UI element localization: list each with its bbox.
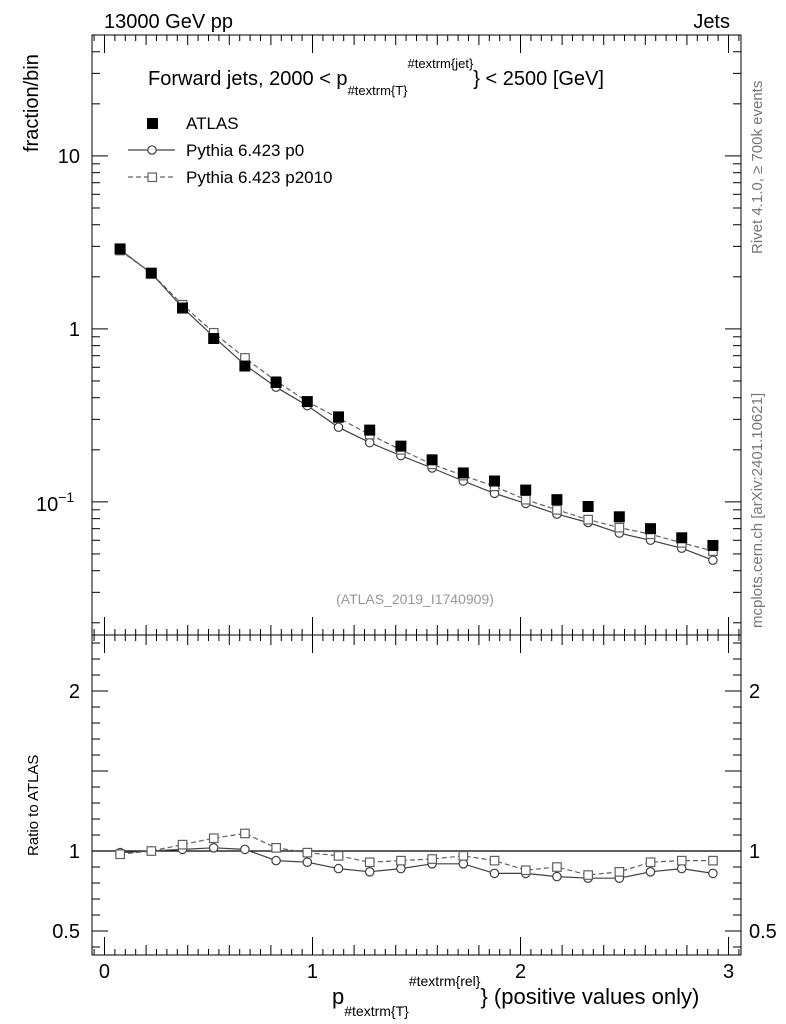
data-point-p2010 — [614, 522, 625, 533]
ratio-ylabel: Ratio to ATLAS — [25, 755, 42, 856]
ratio-y-ticks: 2 2 1 1 0.5 0.5 — [52, 642, 777, 948]
data-point-p0 — [676, 863, 687, 874]
legend-p2010-marker — [147, 172, 158, 183]
data-point-p2010 — [208, 833, 219, 844]
data-point-p0 — [396, 863, 406, 874]
data-point-atlas — [707, 539, 719, 551]
series-line-pythia-6-423-p2010 — [120, 832, 713, 876]
data-point-atlas — [239, 360, 251, 372]
data-point-p0 — [240, 844, 250, 855]
data-point-atlas — [676, 532, 688, 544]
data-point-p0 — [708, 868, 718, 879]
ratio-y-tick-label-left: 1 — [69, 841, 80, 863]
data-point-p0 — [552, 871, 562, 882]
data-point-atlas — [270, 376, 282, 388]
data-point-p0 — [302, 857, 313, 867]
main-y-tick-label: 10−1 — [36, 489, 74, 516]
data-point-p2010 — [333, 850, 344, 861]
ratio-y-tick-label-left: 0.5 — [52, 921, 80, 943]
data-point-p2010 — [645, 857, 656, 868]
data-point-p2010 — [708, 855, 718, 866]
x-axis-label: p#textrm{T}#textrm{rel}} (positive value… — [332, 973, 699, 1019]
header-left: 13000 GeV pp — [104, 11, 233, 33]
x-tick-label: 1 — [307, 961, 318, 983]
x-tick-label: 2 — [515, 961, 526, 983]
data-point-p0 — [458, 858, 469, 869]
series-line-pythia-6-423-p2010 — [119, 250, 714, 552]
data-point-p2010 — [364, 857, 375, 868]
data-point-p2010 — [552, 504, 562, 515]
data-point-p2010 — [302, 847, 313, 858]
source-label: mcplots.cern.ch [arXiv:2401.10621] — [749, 393, 766, 628]
main-y-tick-label: 1 — [69, 319, 80, 341]
data-point-p2010 — [520, 865, 531, 876]
data-point-p2010 — [240, 828, 250, 839]
data-point-p2010 — [676, 855, 687, 866]
data-point-p0 — [708, 555, 718, 566]
ratio-y-tick-label-left: 2 — [69, 681, 80, 703]
data-point-p2010 — [146, 846, 157, 856]
data-point-atlas — [332, 411, 344, 423]
legend: ATLAS Pythia 6.423 p0 Pythia 6.423 p2010 — [128, 114, 333, 187]
data-point-p0 — [271, 855, 281, 866]
data-point-atlas — [114, 243, 126, 255]
data-point-atlas — [457, 467, 469, 479]
x-tick-label: 3 — [723, 961, 734, 983]
legend-atlas-marker — [147, 118, 158, 129]
data-point-p2010 — [520, 494, 531, 505]
data-point-p0 — [364, 437, 375, 448]
data-point-p2010 — [552, 862, 562, 872]
data-point-atlas — [426, 454, 438, 466]
main-y-tick-label: 10 — [58, 146, 80, 168]
data-point-p0 — [645, 866, 656, 877]
main-y-ticks: 10 1 10−1 — [36, 34, 741, 624]
data-point-p0 — [333, 422, 344, 433]
header-right: Jets — [693, 11, 730, 33]
data-point-atlas — [395, 440, 407, 452]
data-point-p2010 — [614, 866, 625, 877]
data-point-p0 — [208, 842, 219, 853]
data-point-p0 — [489, 868, 500, 879]
data-point-atlas — [551, 494, 563, 506]
data-point-atlas — [520, 484, 532, 496]
x-tick-label: 0 — [99, 961, 110, 983]
main-series — [114, 243, 719, 566]
data-point-p2010 — [427, 854, 438, 864]
data-point-p0 — [364, 866, 375, 877]
series-line-pythia-6-423-p0 — [120, 847, 713, 879]
ratio-panel-frame — [91, 634, 742, 956]
data-point-p2010 — [177, 839, 188, 850]
events-label: Rivet 4.1.0, ≥ 700k events — [749, 81, 766, 254]
ratio-y-tick-label-right: 0.5 — [749, 921, 777, 943]
data-point-p2010 — [396, 855, 406, 866]
data-point-atlas — [301, 396, 313, 408]
main-title: Forward jets, 2000 < p#textrm{T}#textrm{… — [148, 56, 604, 98]
ratio-y-tick-label-right: 1 — [749, 841, 760, 863]
data-point-atlas — [489, 475, 501, 487]
x-ticks: 0 1 2 3 — [93, 35, 740, 983]
ratio-series — [115, 828, 718, 883]
data-point-p2010 — [271, 842, 281, 853]
data-point-atlas — [208, 332, 220, 344]
data-point-atlas — [645, 523, 657, 535]
main-ylabel: fraction/bin — [21, 54, 43, 152]
ratio-y-tick-label-right: 2 — [749, 681, 760, 703]
legend-p0-label: Pythia 6.423 p0 — [186, 141, 304, 160]
data-point-p2010 — [489, 855, 500, 866]
data-point-p2010 — [115, 849, 125, 860]
legend-atlas-label: ATLAS — [186, 114, 239, 133]
legend-p0-marker — [147, 145, 157, 155]
data-point-p2010 — [458, 850, 469, 861]
analysis-watermark: (ATLAS_2019_I1740909) — [336, 591, 494, 607]
data-point-atlas — [176, 302, 188, 314]
data-point-p2010 — [583, 870, 594, 880]
data-point-p0 — [333, 863, 344, 874]
data-point-p2010 — [583, 514, 594, 525]
data-point-atlas — [145, 267, 157, 279]
data-point-atlas — [582, 501, 594, 513]
data-point-atlas — [364, 424, 376, 436]
data-point-atlas — [613, 511, 625, 523]
legend-p2010-label: Pythia 6.423 p2010 — [186, 168, 333, 187]
